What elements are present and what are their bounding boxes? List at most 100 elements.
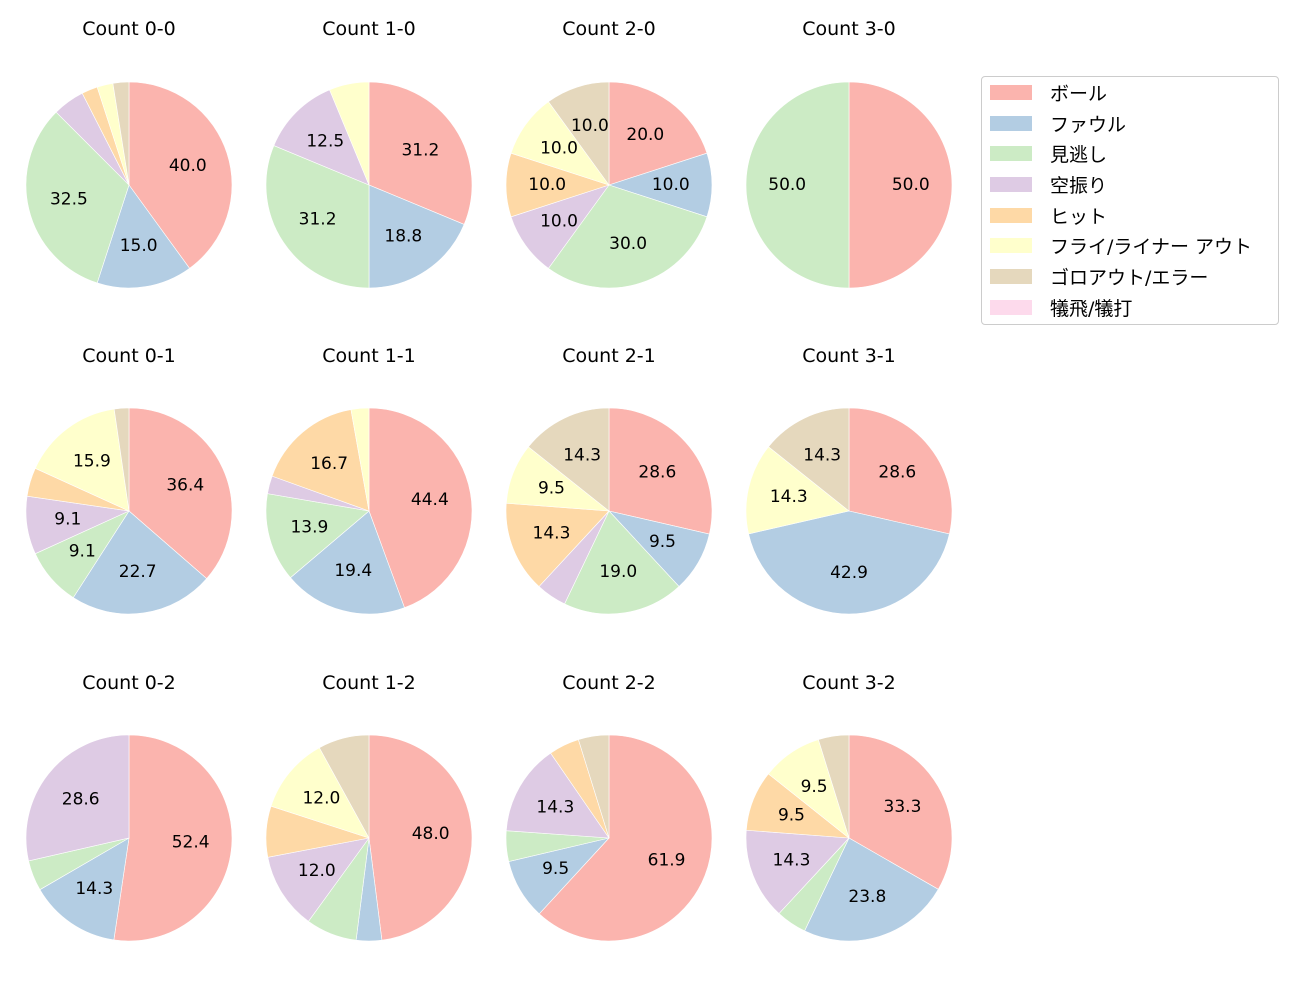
slice-percent-label: 14.3	[563, 445, 601, 465]
slice-percent-label: 9.1	[54, 510, 81, 530]
slice-percent-label: 10.0	[540, 139, 578, 159]
legend-swatch	[990, 176, 1032, 192]
pie-title: Count 1-2	[322, 672, 416, 694]
pie-slice	[848, 81, 953, 289]
pie-slice	[804, 837, 939, 942]
pie-slice	[267, 837, 370, 922]
legend-label: 見逃し	[1050, 143, 1108, 166]
pie-title: Count 3-0	[802, 18, 896, 40]
pie-slice	[34, 408, 130, 512]
legend-item-fly-liner-out: フライ/ライナー アウト	[990, 233, 1252, 258]
pie-title: Count 2-1	[562, 345, 656, 367]
slice-percent-label: 14.3	[803, 445, 841, 465]
slice-percent-label: 22.7	[119, 562, 157, 582]
slice-percent-label: 9.5	[538, 478, 565, 498]
legend-item-ground-out-error: ゴロアウト/エラー	[990, 264, 1209, 289]
slice-percent-label: 9.1	[69, 541, 96, 561]
slice-percent-label: 14.3	[75, 879, 113, 899]
pie-title: Count 1-0	[322, 18, 416, 40]
pie-chart: Count 0-1 36.4 22.7 9.1 9.1 15.9	[25, 345, 233, 615]
pie-slice	[368, 81, 473, 225]
legend-item-sacrifice: 犠飛/犠打	[990, 295, 1132, 320]
slice-percent-label: 15.0	[120, 236, 158, 256]
slice-percent-label: 18.8	[384, 226, 422, 246]
pie-title: Count 1-1	[322, 345, 416, 367]
legend: ボール ファウル 見逃し 空振り ヒット フライ/ライナー アウト ゴロアウト/…	[981, 76, 1279, 325]
pie-slice	[72, 510, 208, 615]
legend-swatch	[990, 145, 1032, 161]
slice-percent-label: 48.0	[412, 824, 450, 844]
pie-slice	[768, 407, 850, 512]
slice-percent-label: 12.5	[306, 131, 344, 151]
slice-percent-label: 32.5	[50, 189, 88, 209]
pie-slice	[39, 837, 130, 941]
pie-slice	[112, 81, 130, 186]
slice-percent-label: 12.0	[298, 861, 336, 881]
pie-slice	[748, 510, 950, 615]
pie-slice	[564, 510, 680, 615]
slice-percent-label: 61.9	[648, 850, 686, 870]
pie-slice	[368, 184, 465, 289]
pie-slice	[113, 734, 233, 942]
pie-slice	[818, 734, 850, 839]
slice-percent-label: 9.5	[801, 777, 828, 797]
slice-percent-label: 50.0	[892, 175, 930, 195]
legend-item-ball: ボール	[990, 80, 1108, 105]
pie-slice	[113, 407, 130, 512]
slice-percent-label: 10.0	[652, 175, 690, 195]
slice-percent-label: 44.4	[411, 490, 449, 510]
slice-percent-label: 10.0	[528, 175, 566, 195]
slice-percent-label: 50.0	[768, 175, 806, 195]
pie-slice	[505, 752, 610, 839]
slice-percent-label: 16.7	[310, 454, 348, 474]
slice-percent-label: 42.9	[830, 563, 868, 583]
pie-slice	[25, 734, 130, 862]
pie-chart: Count 2-0 20.0 10.0 30.0 10.0 10.0 10.0 10.0	[505, 18, 713, 289]
slice-percent-label: 28.6	[638, 463, 676, 483]
legend-item-called-strike: 見逃し	[990, 141, 1108, 166]
pie-slice	[578, 734, 610, 839]
slice-percent-label: 28.6	[62, 789, 100, 809]
pie-chart: Count 3-2 33.3 23.8 14.3 9.5 9.5	[745, 672, 953, 942]
pie-title: Count 0-0	[82, 18, 176, 40]
pie-chart: Count 3-1 28.6 42.9 14.3 14.3	[745, 345, 953, 615]
pie-slice	[350, 407, 370, 512]
legend-swatch	[990, 237, 1032, 253]
pie-slice	[548, 184, 708, 289]
pie-slice	[848, 407, 953, 535]
pie-title: Count 2-2	[562, 672, 656, 694]
pie-slice	[318, 734, 370, 839]
legend-item-foul: ファウル	[990, 111, 1127, 136]
slice-percent-label: 12.0	[302, 789, 340, 809]
pie-title: Count 3-2	[802, 672, 896, 694]
pie-slice	[848, 734, 953, 890]
pie-chart: Count 2-1 28.6 9.5 19.0 14.3 9.5 14.3	[505, 345, 713, 615]
pie-slice	[271, 409, 370, 512]
slice-percent-label: 20.0	[626, 125, 664, 145]
legend-swatch	[990, 299, 1032, 315]
pie-slice	[290, 510, 405, 615]
legend-label: ファウル	[1050, 113, 1127, 136]
legend-swatch	[990, 207, 1032, 223]
slice-percent-label: 14.3	[773, 851, 811, 871]
slice-percent-label: 9.5	[778, 805, 805, 825]
pie-chart: Count 1-0 31.2 18.8 31.2 12.5	[265, 18, 473, 289]
pie-title: Count 2-0	[562, 18, 656, 40]
slice-percent-label: 33.3	[884, 797, 922, 817]
slice-percent-label: 14.3	[770, 487, 808, 507]
pie-slice	[368, 734, 473, 941]
pie-slice	[265, 493, 370, 579]
legend-label: ゴロアウト/エラー	[1050, 266, 1209, 289]
slice-percent-label: 10.0	[571, 116, 609, 136]
pie-chart: Count 0-2 52.4 14.3 28.6	[25, 672, 233, 942]
legend-label: ボール	[1050, 82, 1108, 105]
pie-chart: Count 0-0 40.0 15.0 32.5	[25, 18, 233, 289]
pie-slice	[608, 407, 713, 535]
slice-percent-label: 31.2	[401, 141, 439, 161]
pie-slice	[96, 184, 190, 289]
pie-slice	[368, 407, 473, 609]
slice-percent-label: 14.3	[536, 797, 574, 817]
pie-title: Count 3-1	[802, 345, 896, 367]
pie-chart: Count 3-0 50.0 50.0	[745, 18, 953, 289]
slice-percent-label: 9.5	[649, 532, 676, 552]
